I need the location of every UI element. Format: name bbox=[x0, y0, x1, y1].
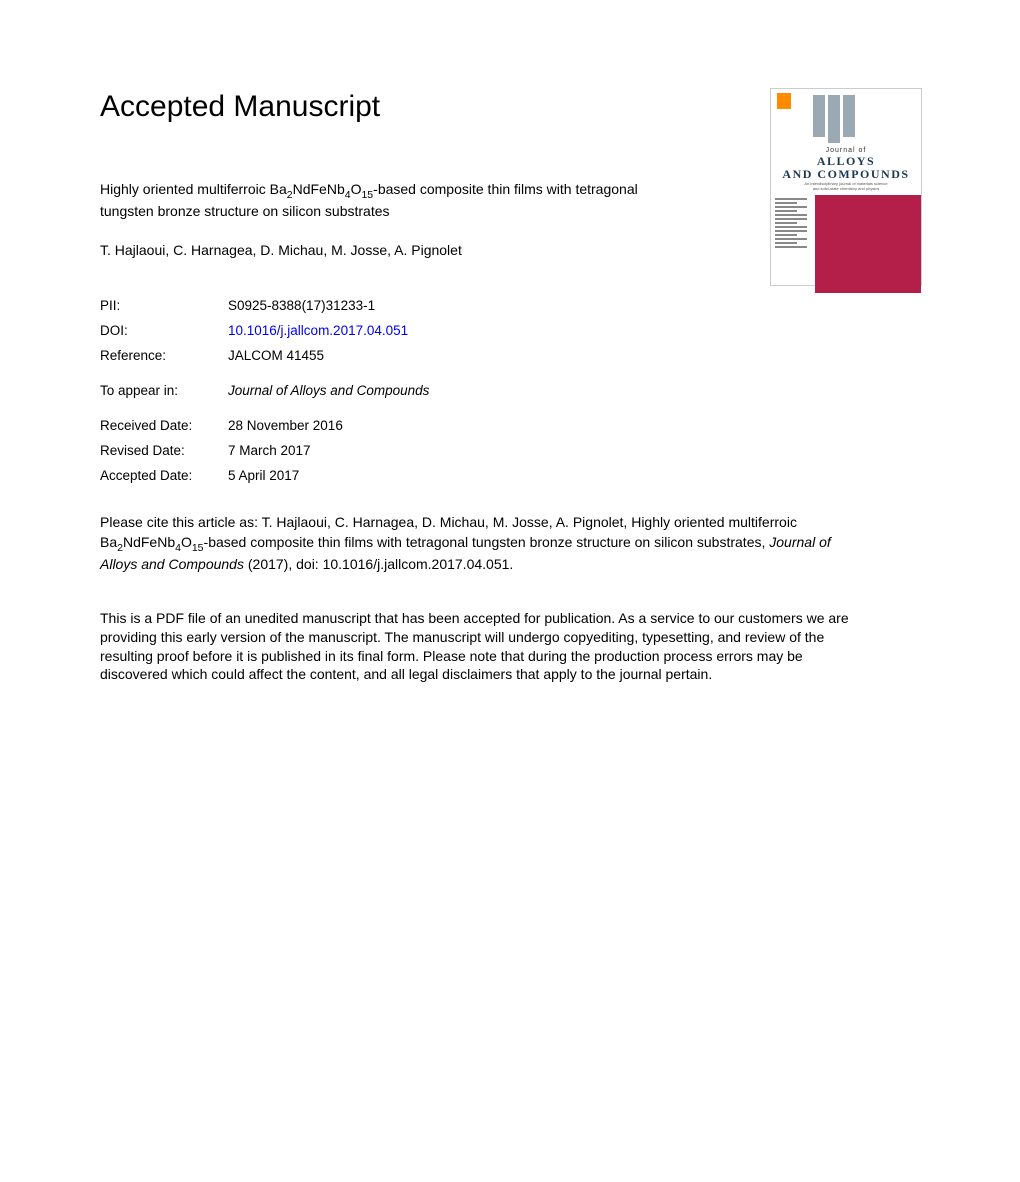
cover-toc-lines bbox=[771, 195, 815, 293]
revised-label: Revised Date: bbox=[100, 443, 228, 458]
metadata-table: PII: S0925-8388(17)31233-1 DOI: 10.1016/… bbox=[100, 298, 930, 483]
journal-cover-thumbnail: Journal of ALLOYS AND COMPOUNDS An inter… bbox=[770, 88, 922, 286]
cover-subtitle: An interdisciplinary journal of material… bbox=[771, 182, 921, 191]
cover-header bbox=[771, 89, 921, 145]
pii-label: PII: bbox=[100, 298, 228, 313]
cover-body bbox=[771, 195, 921, 293]
citation-text: Please cite this article as: T. Hajlaoui… bbox=[100, 513, 860, 575]
article-title: Highly oriented multiferroic Ba2NdFeNb4O… bbox=[100, 180, 660, 222]
cover-name-line2: AND COMPOUNDS bbox=[782, 167, 909, 181]
cover-bars-icon bbox=[813, 95, 855, 143]
meta-row-reference: Reference: JALCOM 41455 bbox=[100, 348, 930, 363]
accepted-label: Accepted Date: bbox=[100, 468, 228, 483]
cover-journal-of: Journal of bbox=[771, 147, 921, 154]
received-label: Received Date: bbox=[100, 418, 228, 433]
accepted-value: 5 April 2017 bbox=[228, 468, 299, 483]
cover-accent-block bbox=[815, 195, 921, 293]
appear-label: To appear in: bbox=[100, 383, 228, 398]
doi-link[interactable]: 10.1016/j.jallcom.2017.04.051 bbox=[228, 323, 408, 338]
reference-value: JALCOM 41455 bbox=[228, 348, 324, 363]
appear-value: Journal of Alloys and Compounds bbox=[228, 383, 429, 398]
received-value: 28 November 2016 bbox=[228, 418, 343, 433]
meta-row-doi: DOI: 10.1016/j.jallcom.2017.04.051 bbox=[100, 323, 930, 338]
cover-journal-name: ALLOYS AND COMPOUNDS bbox=[771, 155, 921, 180]
meta-row-revised: Revised Date: 7 March 2017 bbox=[100, 443, 930, 458]
meta-row-accepted: Accepted Date: 5 April 2017 bbox=[100, 468, 930, 483]
disclaimer-text: This is a PDF file of an unedited manusc… bbox=[100, 609, 870, 685]
doi-label: DOI: bbox=[100, 323, 228, 338]
meta-row-pii: PII: S0925-8388(17)31233-1 bbox=[100, 298, 930, 313]
revised-value: 7 March 2017 bbox=[228, 443, 311, 458]
meta-row-received: Received Date: 28 November 2016 bbox=[100, 418, 930, 433]
meta-row-appear: To appear in: Journal of Alloys and Comp… bbox=[100, 383, 930, 398]
elsevier-logo-icon bbox=[777, 93, 791, 109]
reference-label: Reference: bbox=[100, 348, 228, 363]
pii-value: S0925-8388(17)31233-1 bbox=[228, 298, 375, 313]
accepted-manuscript-page: Journal of ALLOYS AND COMPOUNDS An inter… bbox=[0, 0, 1020, 684]
